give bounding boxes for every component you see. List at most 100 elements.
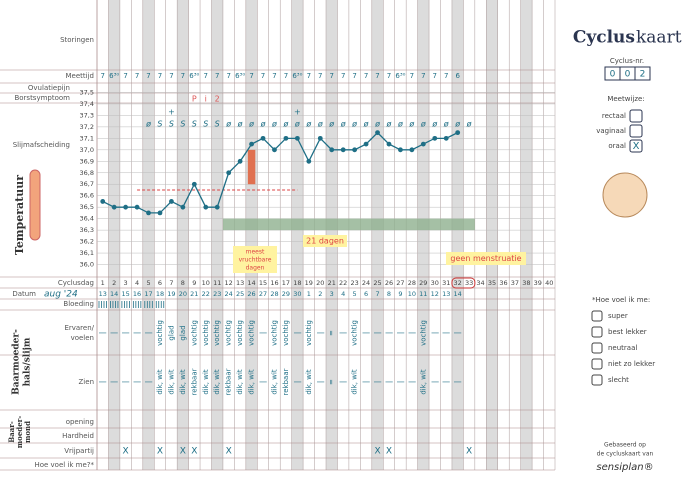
voelen-entry: | xyxy=(385,332,393,334)
voelen-entry: glad xyxy=(167,325,175,340)
cycle-day: 34 xyxy=(476,279,484,287)
temperature-point xyxy=(203,204,209,210)
cycle-day: 5 xyxy=(146,279,150,287)
y-tick-label: 36,0 xyxy=(80,261,94,269)
voelen-entry: = xyxy=(328,330,336,336)
zien-entry: dik, wit xyxy=(156,369,164,395)
note-box xyxy=(446,252,526,265)
datum-entry: 4 xyxy=(341,290,345,298)
row-label: Bloeding xyxy=(63,300,94,308)
datum-entry: 18 xyxy=(156,290,164,298)
cycle-day: 20 xyxy=(316,279,324,287)
row-label: Ovulatiepijn xyxy=(28,84,70,92)
section-label: Baarmoeder- xyxy=(12,329,22,395)
row-label: Meettijd xyxy=(66,72,94,80)
title-rest: kaart xyxy=(636,28,682,48)
voelen-entry: vochtig xyxy=(419,320,427,346)
temperature-point xyxy=(398,147,403,153)
y-tick-label: 37,4 xyxy=(80,100,94,108)
temperature-point xyxy=(386,141,392,147)
datum-entry: 23 xyxy=(213,290,221,298)
cycle-day: 13 xyxy=(236,279,244,287)
section-label: hals/slijm xyxy=(23,337,33,386)
y-tick-label: 37,1 xyxy=(80,134,94,142)
meettijd-entry: 6³⁰ xyxy=(109,72,119,80)
datum-entry: 15 xyxy=(121,290,129,298)
method-check: X xyxy=(633,141,640,152)
brand: sensiplan® xyxy=(596,462,653,473)
zien-entry: | xyxy=(99,381,107,383)
voelen-entry: vochtig xyxy=(236,320,244,346)
slijm-entry: ø xyxy=(294,120,300,129)
y-tick-label: 37,5 xyxy=(80,88,94,96)
slijm-entry: ø xyxy=(374,120,380,129)
datum-entry: 14 xyxy=(454,290,462,298)
y-tick-label: 37,2 xyxy=(80,123,94,131)
method-box xyxy=(629,139,643,153)
zien-entry: dik, wit xyxy=(351,369,359,395)
y-tick-label: 37,0 xyxy=(80,146,94,154)
cycle-day: 10 xyxy=(202,279,210,287)
voelen-entry: | xyxy=(454,332,462,334)
datum-entry: 11 xyxy=(419,290,427,298)
voelen-entry: vochtig xyxy=(202,320,210,346)
shaded-column xyxy=(142,0,155,470)
cycle-day: 25 xyxy=(373,279,381,287)
mood-option: super xyxy=(608,312,628,320)
row-label: Hoe voel ik me?* xyxy=(34,461,94,469)
meettijd-entry: 7 xyxy=(318,72,322,80)
voelen-entry: | xyxy=(408,332,416,334)
footer-line: Gebaseerd op xyxy=(604,442,646,449)
cycle-day: 27 xyxy=(396,279,404,287)
cycle-day: 19 xyxy=(305,279,313,287)
temperature-point xyxy=(443,135,449,141)
cycle-day: 38 xyxy=(522,279,530,287)
cycle-day: 26 xyxy=(385,279,393,287)
meettijd-entry: 7 xyxy=(261,72,265,80)
vrijpartij-entry: X xyxy=(180,447,186,457)
row-label: Hardheid xyxy=(62,432,94,440)
datum-entry: 8 xyxy=(387,290,391,298)
slijm-entry: ø xyxy=(386,120,392,129)
datum-entry: 5 xyxy=(353,290,357,298)
cycle-day: 15 xyxy=(259,279,267,287)
temperature-point xyxy=(340,147,346,153)
thermometer-figure xyxy=(602,172,648,218)
note-fertile: dagen xyxy=(246,265,265,272)
temperature-point xyxy=(123,204,129,210)
row-label: opening xyxy=(66,418,94,426)
slijm-entry: ø xyxy=(305,120,311,129)
meettijd-entry: 7 xyxy=(284,72,288,80)
row-label: Vrijpartij xyxy=(64,447,94,455)
voelen-entry: | xyxy=(316,332,324,334)
zien-entry: | xyxy=(374,381,382,383)
row-label: Slijmafscheiding xyxy=(13,141,70,149)
temperature-point xyxy=(260,135,266,141)
temperature-point xyxy=(375,130,380,136)
title-bold: Cyclus xyxy=(573,28,635,48)
datum-entry: 24 xyxy=(225,290,233,298)
datum-entry: 16 xyxy=(133,290,141,298)
cycle-day: 12 xyxy=(225,279,233,287)
cycle-day: 30 xyxy=(431,279,439,287)
cycle-nr-digit: 2 xyxy=(640,70,646,80)
slijm-entry: ø xyxy=(225,120,231,129)
slijm-entry: ø xyxy=(408,120,414,129)
voelen-entry: vochtig xyxy=(248,320,256,346)
voelen-entry: vochtig xyxy=(305,320,313,346)
meettijd-entry: 7 xyxy=(158,72,162,80)
temperature-point xyxy=(157,210,163,216)
temperature-point xyxy=(409,147,415,153)
temperature-point xyxy=(237,158,243,164)
mood-option: slecht xyxy=(608,376,629,384)
temperature-point xyxy=(191,181,197,187)
note-days: 21 dagen xyxy=(306,237,344,246)
ovulatiepijn-entry: 2 xyxy=(215,95,220,104)
datum-entry: 17 xyxy=(144,290,152,298)
temperature-point xyxy=(180,204,186,210)
meettijd-entry: 6³⁰ xyxy=(235,72,245,80)
voelen-entry: | xyxy=(133,332,141,334)
datum-entry: 9 xyxy=(398,290,402,298)
datum-entry: 10 xyxy=(408,290,416,298)
datum-entry: 28 xyxy=(270,290,278,298)
